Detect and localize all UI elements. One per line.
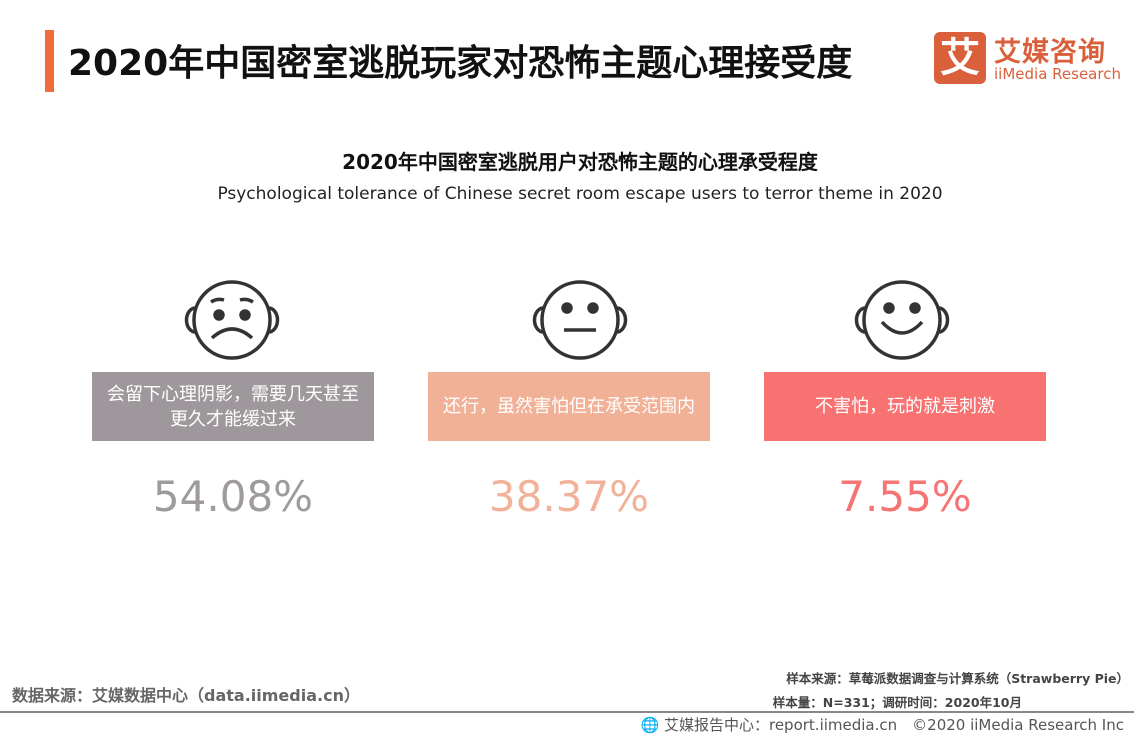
- sample-size: 样本量：N=331；调研时间：2020年10月: [772, 695, 1022, 710]
- logo-cn: 艾媒咨询: [994, 37, 1106, 68]
- sad-face-icon: [184, 280, 280, 360]
- percentage-value: 7.55%: [838, 472, 972, 521]
- option-label-box: 不害怕，玩的就是刺激: [764, 372, 1046, 441]
- footer-copyright: 🌐 艾媒报告中心：report.iimedia.cn ©2020 iiMedia…: [641, 714, 1124, 735]
- option-label-box: 还行，虽然害怕但在承受范围内: [428, 372, 710, 441]
- logo-mark: 艾: [934, 32, 986, 84]
- smile-face-icon: [854, 280, 950, 360]
- copyright-text: 艾媒报告中心：report.iimedia.cn ©2020 iiMedia R…: [663, 716, 1124, 734]
- neutral-face-icon: [532, 280, 628, 360]
- chart-title-cn: 2020年中国密室逃脱用户对恐怖主题的心理承受程度: [342, 150, 818, 174]
- sample-source: 样本来源：草莓派数据调查与计算系统（Strawberry Pie）: [786, 671, 1129, 686]
- footer-divider: [0, 711, 1134, 713]
- percentage-value: 54.08%: [152, 472, 314, 521]
- globe-icon: 🌐: [640, 716, 660, 734]
- data-source: 数据来源：艾媒数据中心（data.iimedia.cn）: [12, 686, 360, 705]
- option-label-box: 会留下心理阴影，需要几天甚至更久才能缓过来: [92, 372, 374, 441]
- chart-title-en: Psychological tolerance of Chinese secre…: [217, 184, 943, 204]
- percentage-value: 38.37%: [488, 472, 650, 521]
- page-title: 2020年中国密室逃脱玩家对恐怖主题心理接受度: [68, 43, 853, 84]
- title-accent-bar: [45, 30, 54, 92]
- logo-en: iiMedia Research: [994, 65, 1121, 83]
